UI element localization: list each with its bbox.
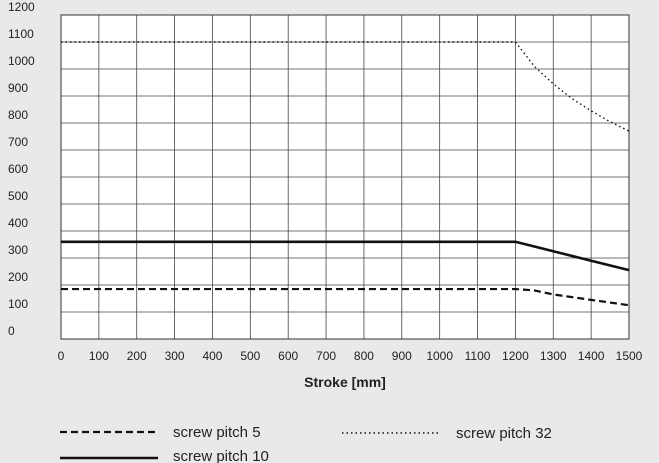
y-tick-label: 600 [8,162,28,176]
y-tick-label: 700 [8,135,28,149]
x-tick-label: 300 [165,349,185,363]
legend-label-3: screw pitch 32 [456,425,552,442]
x-tick-label: 1200 [502,349,529,363]
legend-label-2: screw pitch 10 [173,448,269,463]
y-tick-label: 0 [8,324,15,338]
y-tick-label: 900 [8,81,28,95]
x-axis-label: Stroke [mm] [304,374,386,390]
series-line-2 [61,240,630,272]
series-line-1 [61,287,630,307]
y-tick-label: 100 [8,297,28,311]
x-tick-label: 1000 [426,349,453,363]
y-tick-label: 1000 [8,54,35,68]
x-tick-label: 800 [354,349,374,363]
x-tick-label: 200 [127,349,147,363]
y-tick-label: 1200 [8,0,35,14]
x-tick-label: 100 [89,349,109,363]
x-tick-label: 700 [316,349,336,363]
x-tick-label: 0 [58,349,65,363]
plot-border [60,14,630,340]
y-tick-label: 200 [8,270,28,284]
series-line-3 [61,41,630,132]
y-tick-label: 400 [8,216,28,230]
legend-label-1: screw pitch 5 [173,424,261,441]
y-tick-label: 300 [8,243,28,257]
y-tick-label: 1100 [8,27,34,41]
x-tick-label: 1400 [578,349,605,363]
x-tick-label: 1300 [540,349,567,363]
x-tick-label: 600 [278,349,298,363]
y-tick-label: 800 [8,108,28,122]
x-tick-label: 400 [202,349,222,363]
x-tick-label: 900 [392,349,412,363]
x-tick-label: 500 [240,349,260,363]
y-tick-label: 500 [8,189,28,203]
x-tick-label: 1100 [465,349,491,363]
x-tick-label: 1500 [616,349,643,363]
